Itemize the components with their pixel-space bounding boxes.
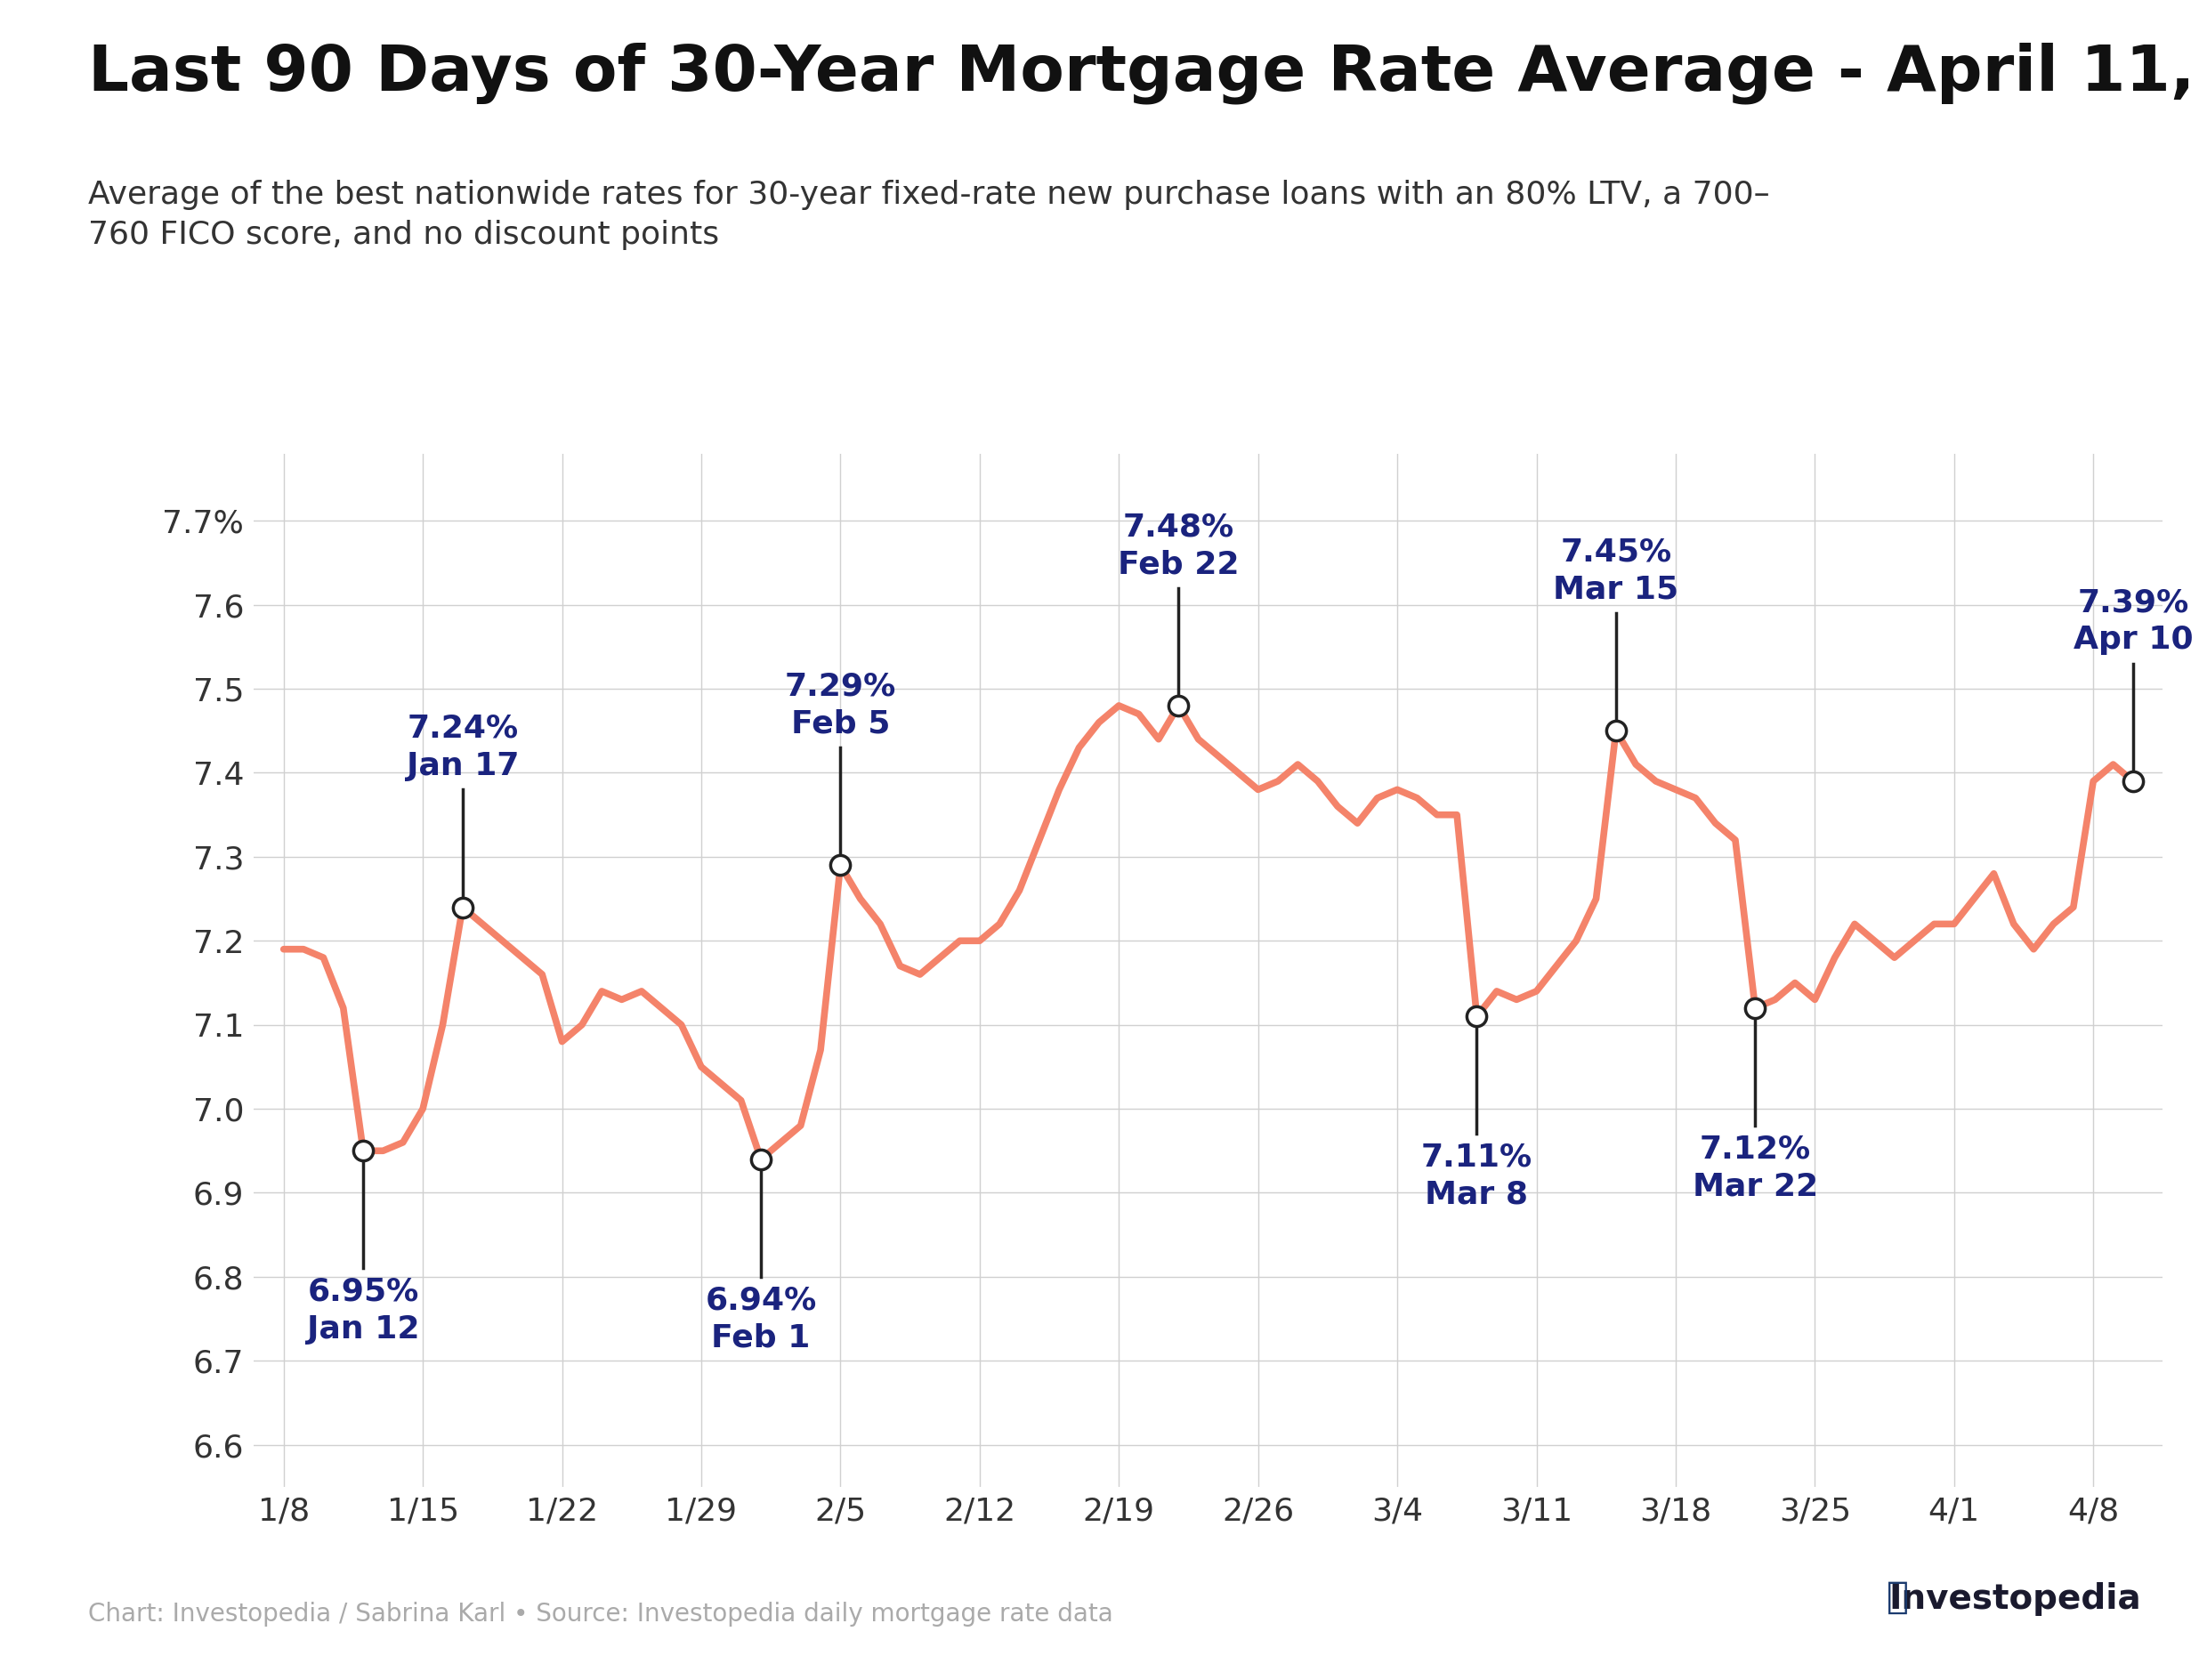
Text: ⦾: ⦾ — [1887, 1579, 1909, 1616]
Text: 6.94%
Feb 1: 6.94% Feb 1 — [706, 1285, 817, 1352]
Text: 7.45%
Mar 15: 7.45% Mar 15 — [1554, 538, 1680, 605]
Text: Investopedia: Investopedia — [1889, 1583, 2141, 1616]
Text: 7.39%
Apr 10: 7.39% Apr 10 — [2072, 588, 2194, 655]
Text: Average of the best nationwide rates for 30-year fixed-rate new purchase loans w: Average of the best nationwide rates for… — [88, 180, 1770, 250]
Text: 7.48%
Feb 22: 7.48% Feb 22 — [1117, 512, 1240, 580]
Text: 7.29%
Feb 5: 7.29% Feb 5 — [786, 672, 896, 739]
Text: 6.95%
Jan 12: 6.95% Jan 12 — [307, 1277, 419, 1344]
Text: Last 90 Days of 30-Year Mortgage Rate Average - April 11, 2024: Last 90 Days of 30-Year Mortgage Rate Av… — [88, 42, 2207, 104]
Text: 7.24%
Jan 17: 7.24% Jan 17 — [406, 714, 519, 781]
Text: 7.12%
Mar 22: 7.12% Mar 22 — [1693, 1134, 1819, 1201]
Text: 7.11%
Mar 8: 7.11% Mar 8 — [1421, 1142, 1532, 1210]
Text: Chart: Investopedia / Sabrina Karl • Source: Investopedia daily mortgage rate da: Chart: Investopedia / Sabrina Karl • Sou… — [88, 1601, 1112, 1626]
